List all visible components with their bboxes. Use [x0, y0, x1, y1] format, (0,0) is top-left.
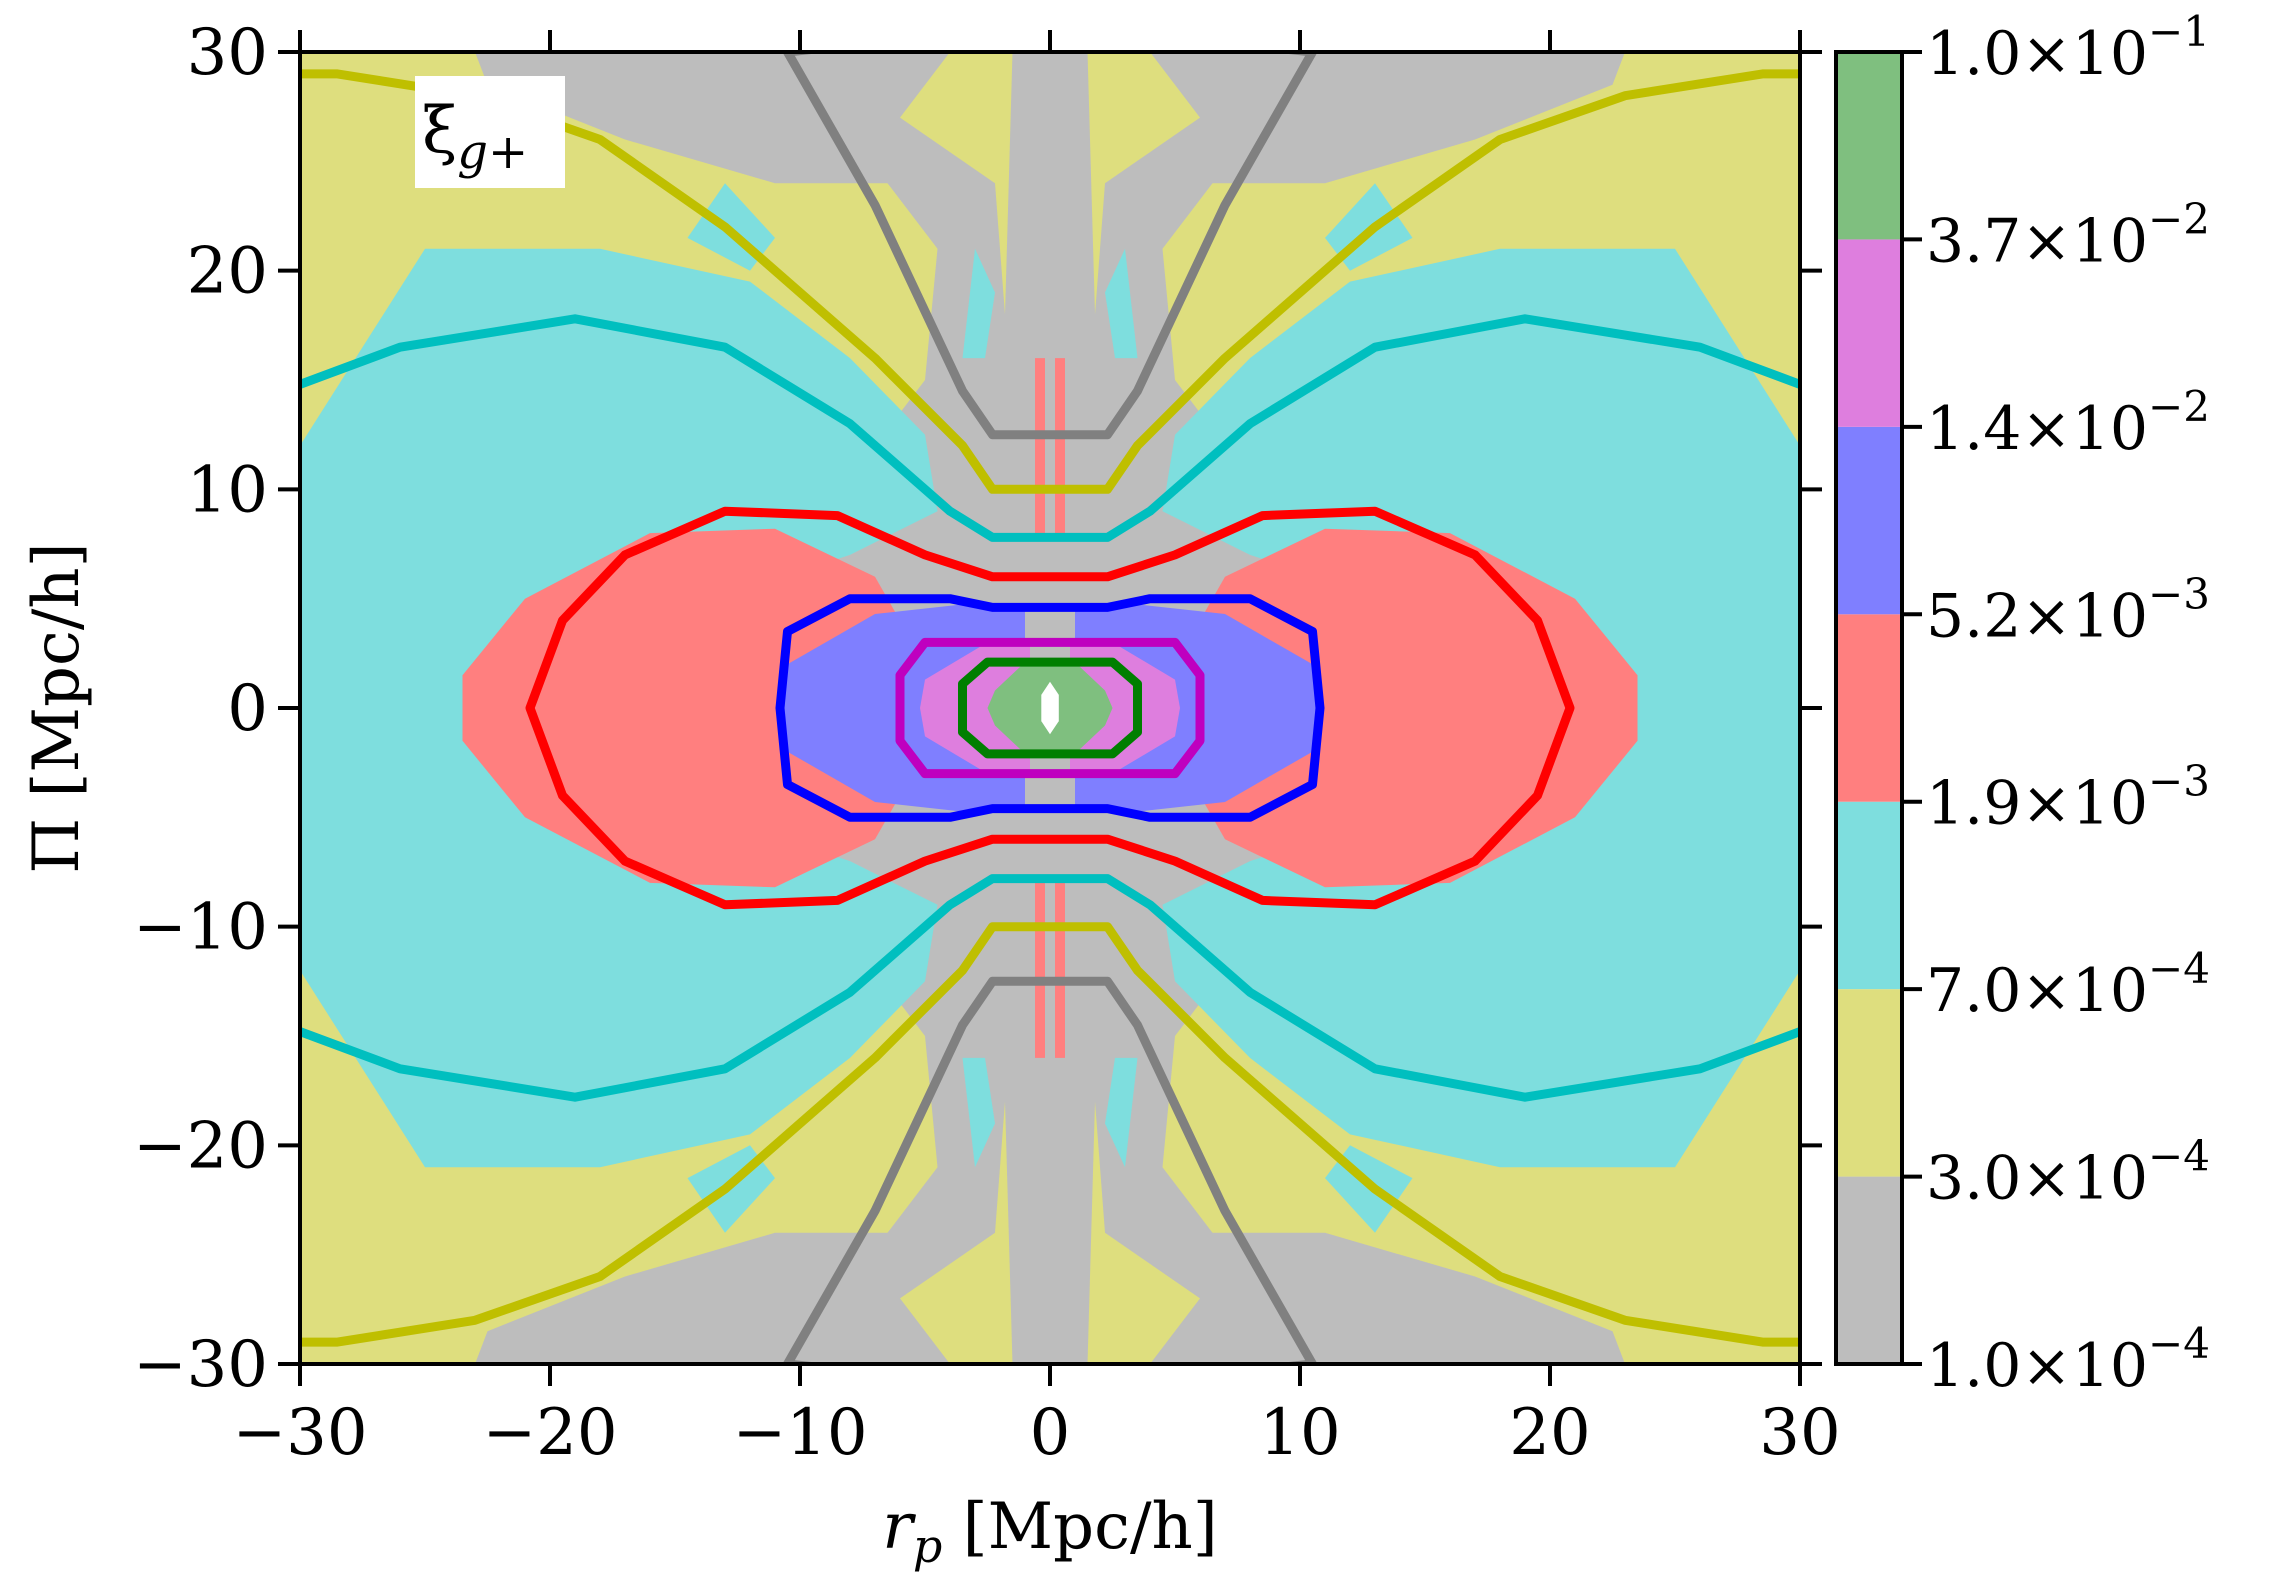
filled-contour-region: [300, 708, 938, 1168]
filled-contour-region: [1035, 358, 1045, 534]
x-tick-label: −30: [232, 1396, 367, 1470]
inset-label: ξg+: [422, 94, 528, 180]
y-tick-label: 30: [187, 16, 268, 90]
contour-line-6: [958, 657, 1142, 759]
filled-contour-region: [962, 248, 995, 359]
y-axis-ticks: −30 −20 −10 0 10 20 30: [133, 16, 1822, 1402]
filled-contour-region: [1055, 882, 1065, 1058]
filled-contour-region: [1087, 52, 1200, 315]
y-tick-label: 0: [227, 672, 268, 746]
filled-contour-region: [300, 248, 938, 709]
filled-contour-region: [987, 659, 1050, 708]
filled-contour-region: [962, 1057, 995, 1168]
x-axis-label: rp [Mpc/h]: [882, 1490, 1217, 1573]
contour-line-3: [525, 506, 1575, 910]
x-tick-label: −20: [482, 1396, 617, 1470]
y-tick-label: 10: [187, 453, 268, 527]
colorbar-segment: [1836, 801, 1902, 990]
x-axis-ticks: −30 −20 −10 0 10 20 30: [232, 30, 1841, 1470]
contour-line-lower: [300, 874, 1800, 1102]
colorbar-frame: [1834, 50, 1904, 1366]
x-tick-label: 30: [1759, 1396, 1840, 1470]
y-tick-label: 20: [187, 235, 268, 309]
filled-contour-region: [1050, 659, 1113, 708]
colorbar-segment: [1836, 614, 1902, 802]
colorbar-tick-label: 3.0×10−4: [1926, 1132, 2210, 1214]
filled-contour-region: [1055, 358, 1065, 534]
contour-line-lower: [783, 976, 1317, 1364]
colorbar-tick-label: 1.0×10−4: [1926, 1319, 2210, 1401]
contour-lines: [300, 52, 1800, 1364]
contour-line-0: [783, 52, 1317, 1364]
contour-line-upper: [300, 314, 1800, 542]
colorbar-segment: [1836, 52, 1902, 240]
colorbar-segment: [1836, 426, 1902, 615]
y-tick-label: −30: [133, 1328, 268, 1402]
filled-contour-region: [900, 52, 1013, 315]
filled-contour-region: [1105, 248, 1138, 359]
colorbar-labels: 1.0×10−4 3.0×10−4 7.0×10−4 1.9×10−3 5.2×10−3…: [1902, 7, 2210, 1401]
filled-contour-region: [987, 708, 1050, 757]
filled-contour-region: [1035, 882, 1045, 1058]
y-axis-label: Π [Mpc/h]: [20, 542, 94, 873]
filled-contour-level-6: [987, 659, 1113, 757]
y-tick-label: −10: [133, 891, 268, 965]
contour-line-2: [300, 314, 1800, 1102]
colorbar-tick-label: 5.2×10−3: [1926, 569, 2210, 651]
colorbar-tick-label: 1.4×10−2: [1926, 382, 2210, 464]
colorbar-tick-label: 1.0×10−1: [1926, 7, 2210, 89]
x-tick-label: 10: [1259, 1396, 1340, 1470]
center-gap: [1041, 681, 1059, 735]
filled-contour-region: [1162, 708, 1800, 1168]
colorbar-tick-label: 3.7×10−2: [1926, 194, 2210, 276]
filled-contour-region: [1087, 1101, 1200, 1364]
contour-line-lower: [300, 922, 1800, 1347]
colorbar-segment: [1836, 989, 1902, 1177]
contour-line-4: [775, 594, 1325, 822]
colorbar-tick-label: 1.9×10−3: [1926, 757, 2210, 839]
x-tick-label: −10: [732, 1396, 867, 1470]
filled-contours: [300, 52, 1800, 1364]
inset-label-box: [415, 76, 565, 188]
colorbar: [1836, 52, 1902, 1364]
x-tick-label: 20: [1509, 1396, 1590, 1470]
y-tick-label: −20: [133, 1109, 268, 1183]
filled-contour-level-2: [300, 183, 1800, 1233]
contour-line-5: [895, 637, 1205, 779]
colorbar-tick-label: 7.0×10−4: [1926, 944, 2210, 1026]
colorbar-segment: [1836, 239, 1902, 427]
filled-contour-region: [1162, 248, 1800, 709]
colorbar-segment: [1836, 1176, 1902, 1364]
filled-contour-region: [1105, 1057, 1138, 1168]
filled-contour-region: [900, 1101, 1013, 1364]
x-tick-label: 0: [1030, 1396, 1071, 1470]
contour-line-upper: [783, 52, 1317, 440]
filled-contour-region: [1050, 708, 1113, 757]
